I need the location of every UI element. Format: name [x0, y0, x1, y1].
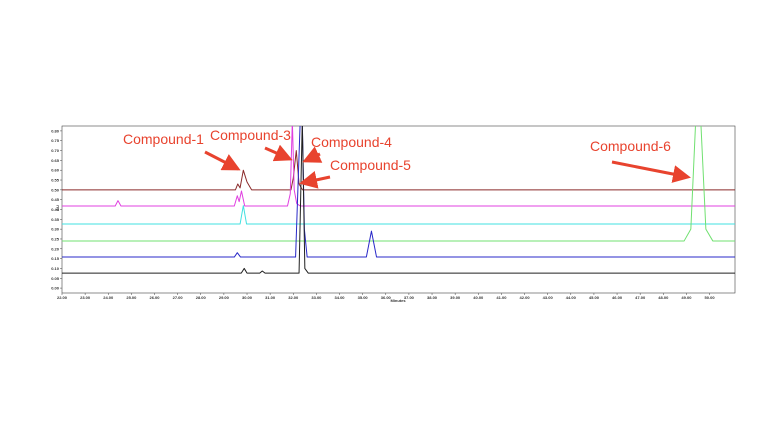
y-tick-label: 0.20 [51, 246, 60, 251]
x-tick-label: 47.00 [635, 295, 646, 300]
x-tick-label: 27.00 [173, 295, 184, 300]
y-tick-label: 0.10 [51, 266, 60, 271]
y-tick-label: 0.35 [51, 217, 60, 222]
annotation: Compound-5 [330, 157, 411, 173]
arrow [611, 160, 691, 183]
x-tick-label: 32.00 [288, 295, 299, 300]
y-tick-label: 0.70 [51, 148, 60, 153]
axes: 22.00 23.00 24.00 25.00 26.00 27.00 28.00 29.00… [51, 128, 715, 300]
traces [62, 126, 735, 274]
x-tick-label: 42.00 [520, 295, 531, 300]
x-tick-label: 45.00 [589, 295, 600, 300]
y-tick-label: 0.25 [51, 236, 60, 241]
trace [62, 126, 735, 242]
trace [62, 150, 735, 191]
x-tick-label: 46.00 [612, 295, 623, 300]
y-tick-label: 0.75 [51, 138, 60, 143]
trace [62, 205, 735, 225]
x-tick-label: 40.00 [473, 295, 484, 300]
x-tick-label: 50.00 [705, 295, 716, 300]
x-tick-label: 33.00 [311, 295, 322, 300]
arrow [264, 144, 293, 162]
x-tick-label: 36.00 [381, 295, 392, 300]
x-tick-label: 24.00 [103, 295, 114, 300]
y-tick-label: 0.05 [51, 276, 60, 281]
x-tick-label: 26.00 [150, 295, 161, 300]
x-tick-label: 39.00 [450, 295, 461, 300]
x-tick-label: 31.00 [265, 295, 276, 300]
trace [62, 126, 735, 258]
arrow [302, 146, 323, 163]
y-tick-label: 0.60 [51, 168, 60, 173]
y-tick-label: 0.15 [51, 256, 60, 261]
x-tick-label: 34.00 [335, 295, 346, 300]
y-tick-label: 0.45 [51, 197, 60, 202]
annotations: Compound-1 Compound-3 Compound-4 Compoun… [123, 127, 691, 189]
y-axis-label: AU [55, 205, 60, 211]
x-tick-label: 48.00 [658, 295, 669, 300]
x-tick-label: 28.00 [196, 295, 207, 300]
arrow [204, 150, 241, 171]
trace [62, 126, 735, 274]
x-tick-label: 37.00 [404, 295, 415, 300]
x-tick-label: 22.00 [57, 295, 68, 300]
y-tick-label: 0.00 [51, 286, 60, 291]
y-tick-label: 0.65 [51, 158, 60, 163]
trace [62, 126, 735, 207]
x-tick-label: 35.00 [358, 295, 369, 300]
annotation: Compound-4 [311, 134, 392, 150]
x-tick-label: 38.00 [427, 295, 438, 300]
x-tick-label: 25.00 [126, 295, 137, 300]
annotation: Compound-3 [210, 127, 291, 143]
annotation: Compound-6 [590, 138, 671, 154]
x-tick-label: 49.00 [681, 295, 692, 300]
x-tick-label: 44.00 [566, 295, 577, 300]
x-tick-label: 30.00 [242, 295, 253, 300]
y-tick-label: 0.30 [51, 227, 60, 232]
x-tick-label: 41.00 [496, 295, 507, 300]
y-tick-label: 0.40 [51, 207, 60, 212]
y-tick-label: 0.55 [51, 178, 60, 183]
annotation: Compound-1 [123, 131, 204, 147]
x-tick-label: 43.00 [543, 295, 554, 300]
arrow [299, 171, 331, 189]
x-axis-label: Minutes [390, 298, 406, 303]
y-tick-label: 0.80 [51, 128, 60, 133]
y-tick-label: 0.50 [51, 187, 60, 192]
x-tick-label: 29.00 [219, 295, 230, 300]
x-tick-label: 23.00 [80, 295, 91, 300]
